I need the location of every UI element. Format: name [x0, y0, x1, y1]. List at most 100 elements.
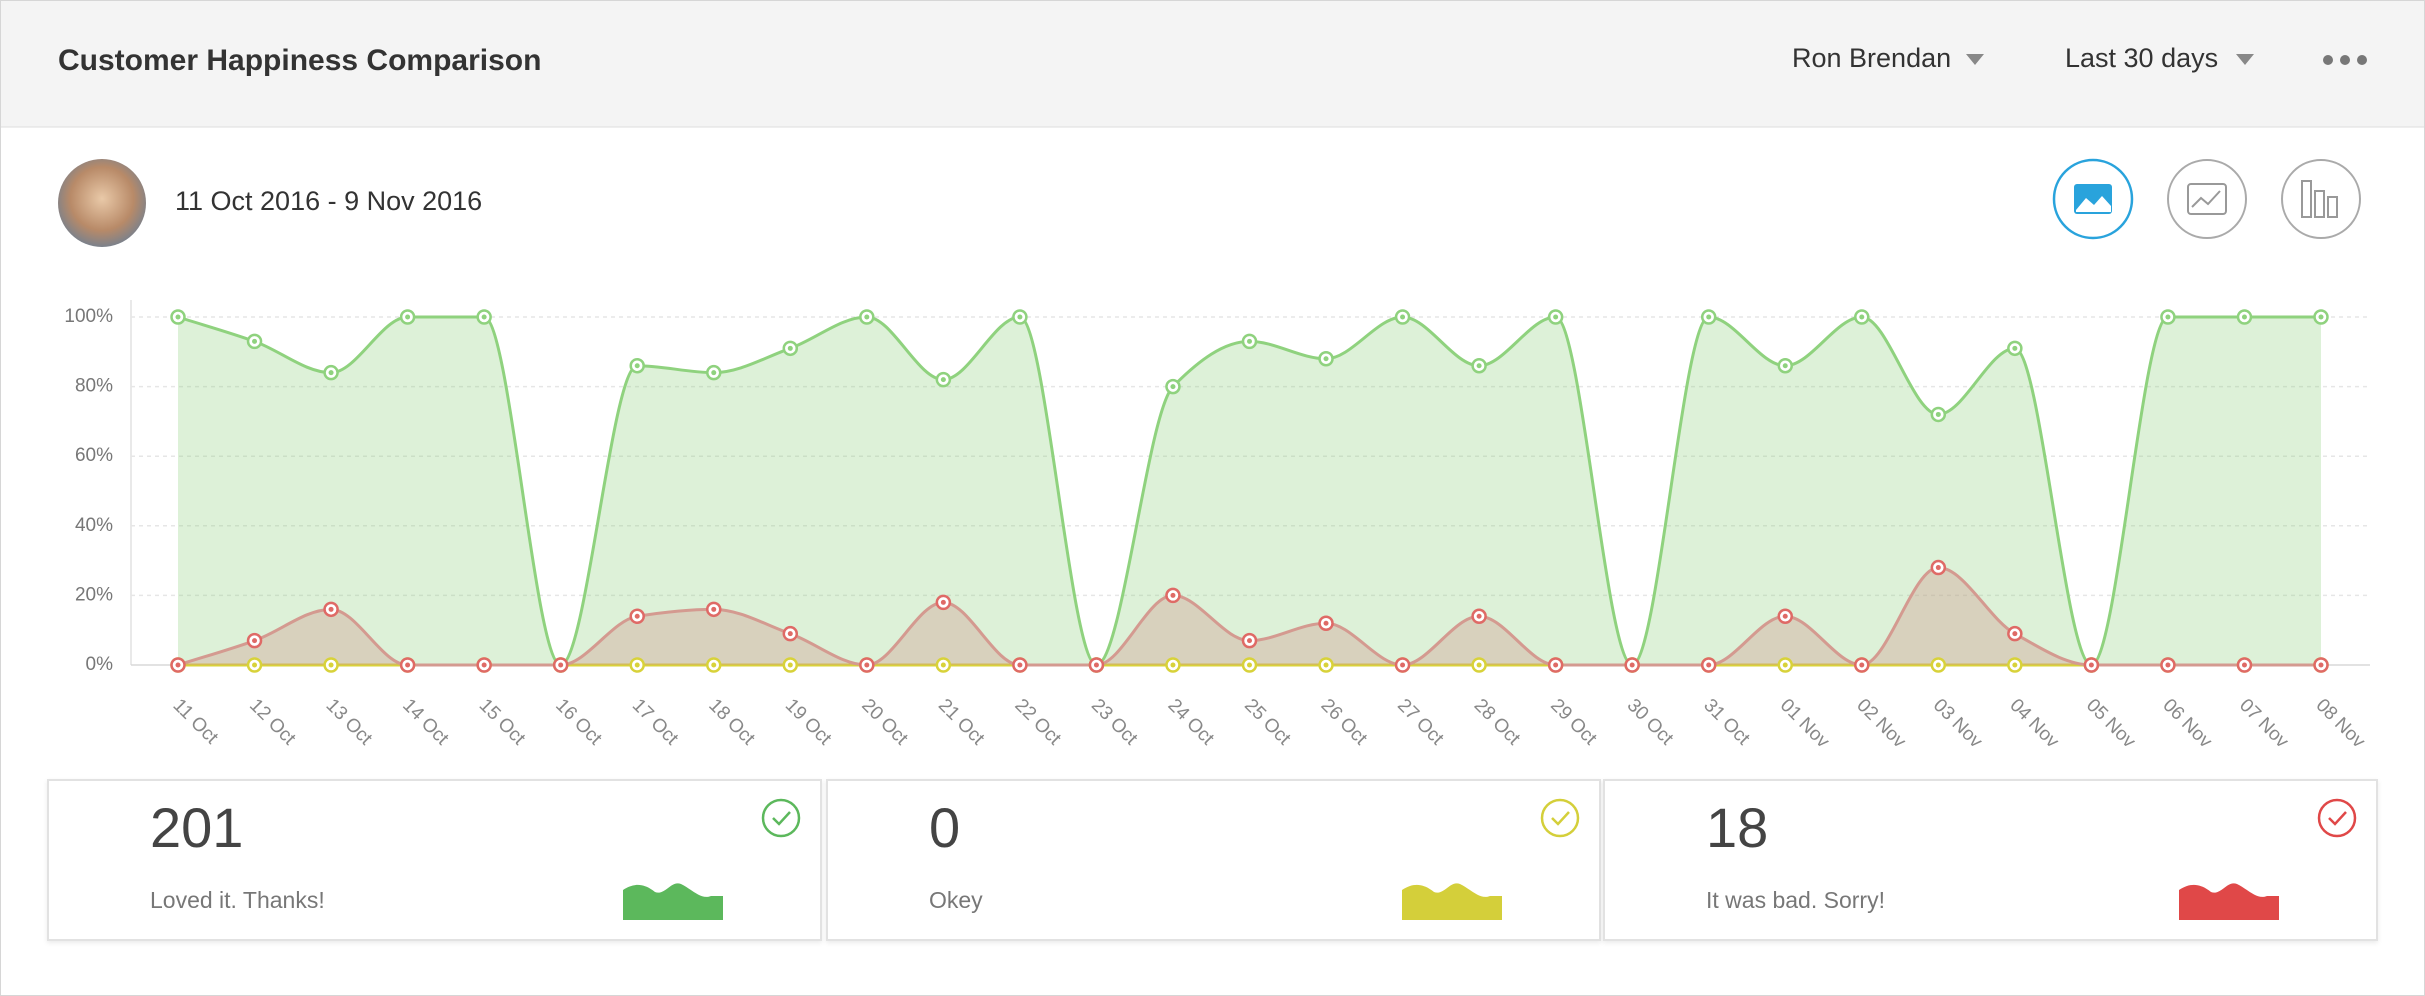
data-point-dot — [1782, 662, 1788, 668]
date-range: 11 Oct 2016 - 9 Nov 2016 — [175, 186, 482, 216]
y-tick-label: 0% — [86, 654, 114, 675]
data-point-dot — [2318, 314, 2324, 320]
y-tick-label: 80% — [75, 376, 113, 397]
card-check-mark — [2328, 811, 2347, 826]
data-point-dot — [2088, 662, 2094, 668]
data-point-dot — [1323, 662, 1329, 668]
card-sparkline — [1402, 883, 1502, 920]
more-menu[interactable] — [2323, 55, 2367, 65]
data-point-dot — [1629, 662, 1635, 668]
data-point-dot — [1706, 314, 1712, 320]
y-tick-label: 40% — [75, 515, 113, 536]
card-check — [2317, 798, 2357, 838]
header-bar — [1, 1, 2424, 127]
data-point-dot — [1017, 314, 1023, 320]
data-point-dot — [2241, 662, 2247, 668]
data-point-dot — [634, 363, 640, 369]
data-point-dot — [252, 338, 258, 344]
avatar — [58, 159, 146, 247]
data-point-dot — [405, 662, 411, 668]
data-point-dot — [1017, 662, 1023, 668]
y-tick-label: 100% — [64, 306, 113, 327]
data-point-dot — [1476, 662, 1482, 668]
data-point-dot — [1170, 384, 1176, 390]
data-point-dot — [711, 662, 717, 668]
data-point-dot — [2165, 314, 2171, 320]
card-check — [761, 798, 801, 838]
data-point-dot — [2012, 662, 2018, 668]
card-label: Okey — [929, 887, 983, 913]
card-sparkline — [2179, 883, 2279, 920]
data-point-dot — [1476, 363, 1482, 369]
data-point-dot — [1859, 662, 1865, 668]
bar-chart-button[interactable] — [2281, 159, 2361, 239]
card-count: 18 — [1706, 796, 1768, 859]
data-point-dot — [1323, 620, 1329, 626]
data-point-dot — [1935, 662, 1941, 668]
dropdown-arrow[interactable] — [1966, 54, 1984, 65]
y-tick-label: 60% — [75, 445, 113, 466]
data-point-dot — [1093, 662, 1099, 668]
data-point-dot — [328, 606, 334, 612]
data-point-dot — [2318, 662, 2324, 668]
data-point-dot — [1247, 338, 1252, 344]
data-point-dot — [1859, 314, 1865, 320]
data-point-dot — [1170, 662, 1176, 668]
data-point-dot — [634, 662, 640, 668]
data-point-dot — [864, 662, 870, 668]
data-point-dot — [787, 662, 793, 668]
data-point-dot — [787, 345, 793, 351]
data-point-dot — [175, 662, 181, 668]
card-label: It was bad. Sorry! — [1706, 887, 1885, 913]
data-point-dot — [252, 662, 258, 668]
data-point-dot — [405, 314, 411, 320]
data-point-dot — [2241, 314, 2247, 320]
card-check — [1540, 798, 1580, 838]
data-point-dot — [1170, 592, 1176, 598]
data-point-dot — [558, 662, 564, 668]
header-title: Customer Happiness Comparison — [58, 44, 541, 77]
data-point-dot — [328, 662, 334, 668]
data-point-dot — [2012, 631, 2018, 637]
data-point-dot — [481, 662, 487, 668]
card-check-mark — [1551, 811, 1570, 826]
data-point-dot — [940, 599, 946, 605]
data-point-dot — [864, 314, 870, 320]
data-point-dot — [1706, 662, 1712, 668]
summary-cards: 201 Loved it. Thanks! 0 Okey 18 It was bad. S… — [47, 779, 2378, 941]
period-select[interactable]: Last 30 days — [2065, 43, 2218, 73]
data-point-dot — [634, 613, 640, 619]
data-point-dot — [1476, 613, 1482, 619]
data-point-dot — [1935, 565, 1941, 571]
area-chart-button[interactable] — [2052, 158, 2134, 240]
data-point-dot — [175, 314, 181, 320]
line-chart-button[interactable] — [2167, 159, 2247, 239]
data-point-dot — [1400, 662, 1406, 668]
data-point-dot — [1782, 363, 1788, 369]
data-point-dot — [1323, 356, 1329, 362]
user-select[interactable]: Ron Brendan — [1792, 43, 1951, 73]
data-point-dot — [1553, 662, 1559, 668]
card-sparkline — [623, 883, 723, 920]
series-area — [178, 567, 2321, 665]
data-point-dot — [1400, 314, 1406, 320]
data-point-dot — [1247, 638, 1252, 644]
card-count: 201 — [150, 796, 243, 859]
series-area — [178, 317, 2321, 665]
data-point-dot — [328, 370, 334, 376]
data-point-dot — [711, 370, 717, 376]
card-check-mark — [772, 811, 791, 826]
y-tick-label: 20% — [75, 584, 113, 605]
data-point-dot — [2012, 345, 2018, 351]
dropdown-arrow[interactable] — [2236, 54, 2254, 65]
data-point-dot — [787, 631, 793, 637]
data-point-dot — [1247, 662, 1252, 668]
data-point-dot — [711, 606, 717, 612]
data-point-dot — [940, 662, 946, 668]
data-point-dot — [252, 638, 258, 644]
data-point-dot — [481, 314, 487, 320]
data-point-dot — [1553, 314, 1559, 320]
data-point-dot — [1935, 411, 1941, 417]
